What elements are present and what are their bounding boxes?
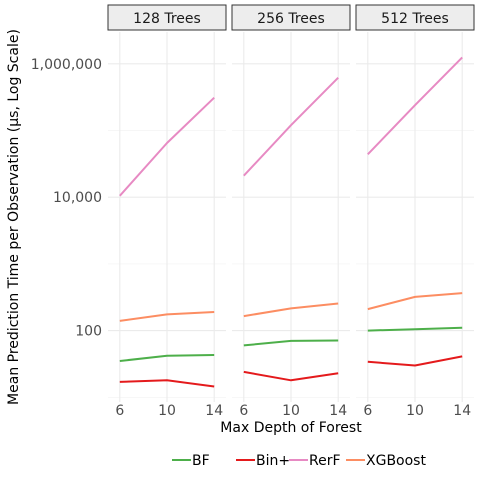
x-tick-label: 6: [115, 403, 124, 419]
x-tick-label: 6: [363, 403, 372, 419]
facet-strip: [231, 4, 351, 31]
facet-strip-label: 256 Trees: [257, 11, 325, 27]
series-line-bf: [367, 326, 463, 332]
series-line-rerf: [243, 76, 339, 177]
facet-strip-label: 128 Trees: [133, 11, 201, 27]
legend-label: XGBoost: [366, 453, 426, 469]
series-line-bin-: [119, 379, 215, 388]
series-line-rerf: [367, 56, 463, 155]
y-tick-label: 1,000,000: [31, 57, 102, 73]
x-tick-label: 10: [282, 403, 300, 419]
x-tick-label: 10: [158, 403, 176, 419]
series-line-bf: [243, 339, 339, 347]
facet-strip-label: 512 Trees: [381, 11, 449, 27]
legend-label: BF: [192, 453, 210, 469]
series-line-bin-: [367, 355, 463, 367]
x-tick-label: 6: [239, 403, 248, 419]
series-line-bf: [119, 354, 215, 362]
series-line-xgboost: [119, 311, 215, 322]
series-line-bin-: [243, 370, 339, 382]
series-line-xgboost: [367, 292, 463, 311]
series-line-xgboost: [243, 302, 339, 318]
facet-strip: [355, 4, 475, 31]
x-tick-label: 14: [329, 403, 347, 419]
y-tick-label: 100: [75, 324, 102, 340]
y-tick-label: 10,000: [53, 190, 102, 206]
x-tick-label: 14: [453, 403, 471, 419]
legend-label: Bin+: [256, 453, 290, 469]
y-axis-title: Mean Prediction Time per Observation (µs…: [6, 29, 22, 405]
legend-label: RerF: [309, 453, 341, 469]
series-line-rerf: [119, 96, 215, 197]
x-tick-label: 10: [406, 403, 424, 419]
x-tick-label: 14: [205, 403, 223, 419]
facet-strip: [107, 4, 227, 31]
x-axis-title: Max Depth of Forest: [220, 420, 362, 436]
